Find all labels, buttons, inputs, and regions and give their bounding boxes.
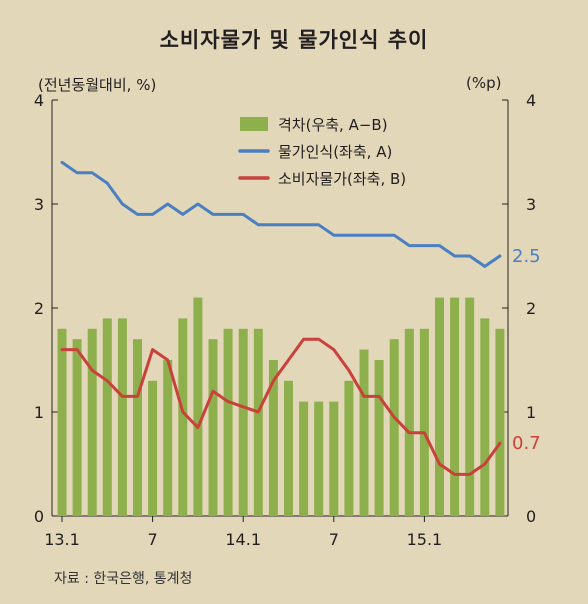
right-tick-label: 2 — [526, 299, 536, 318]
series-line — [60, 337, 502, 476]
series-line — [60, 160, 502, 268]
bar-mark — [480, 318, 490, 516]
bar-mark — [359, 349, 369, 516]
right-tick-label: 3 — [526, 195, 536, 214]
left-tick-label: 3 — [34, 195, 44, 214]
bar-mark — [253, 328, 263, 516]
left-tick-label: 1 — [34, 403, 44, 422]
bar-mark — [178, 318, 188, 516]
right-axis-unit: (%p) — [466, 74, 502, 92]
chart-title: 소비자물가 및 물가인식 추이 — [159, 28, 429, 52]
legend-label: 소비자물가(좌축, B) — [278, 170, 406, 188]
source-note: 자료 : 한국은행, 통계청 — [54, 571, 193, 587]
legend-label: 물가인식(좌축, A) — [278, 143, 392, 161]
x-tick-label: 7 — [329, 530, 339, 549]
bar-mark — [193, 297, 203, 516]
bar-mark — [133, 339, 142, 516]
right-tick-label: 4 — [526, 91, 536, 110]
series-end-label: 2.5 — [512, 246, 541, 267]
bar-mark — [374, 360, 384, 516]
left-axis-unit: (전년동월대비, %) — [38, 76, 157, 94]
x-tick-label: 13.1 — [44, 530, 80, 549]
left-tick-label: 0 — [34, 507, 44, 526]
legend-label: 격차(우축, A−B) — [278, 116, 388, 134]
bar-mark — [102, 318, 112, 516]
bar-mark — [208, 339, 218, 516]
bar-mark — [148, 380, 158, 516]
bar-mark — [450, 297, 460, 516]
left-tick-label: 2 — [34, 299, 44, 318]
bar-mark — [435, 297, 444, 516]
bar-mark — [57, 328, 67, 516]
bar-mark — [87, 328, 97, 516]
bar-mark — [329, 401, 339, 516]
bar-mark — [117, 318, 127, 516]
bar-mark — [223, 328, 233, 516]
x-tick-label: 14.1 — [225, 530, 261, 549]
bar-mark — [314, 401, 324, 516]
bar-mark — [268, 360, 278, 516]
series-end-label: 0.7 — [512, 433, 541, 454]
legend-swatch — [240, 117, 268, 131]
x-tick-label: 15.1 — [407, 530, 443, 549]
right-tick-label: 0 — [526, 507, 536, 526]
bar-mark — [72, 339, 82, 516]
bar-mark — [163, 360, 173, 516]
bar-mark — [238, 328, 248, 516]
bar-mark — [284, 380, 293, 516]
bar-mark — [465, 297, 475, 516]
bar-mark — [389, 339, 399, 516]
bar-mark — [419, 328, 429, 516]
bar-mark — [344, 380, 354, 516]
right-tick-label: 1 — [526, 403, 536, 422]
left-tick-label: 4 — [34, 91, 44, 110]
x-tick-label: 7 — [148, 530, 158, 549]
bar-mark — [404, 328, 414, 516]
bar-mark — [495, 328, 505, 516]
bar-mark — [299, 401, 309, 516]
